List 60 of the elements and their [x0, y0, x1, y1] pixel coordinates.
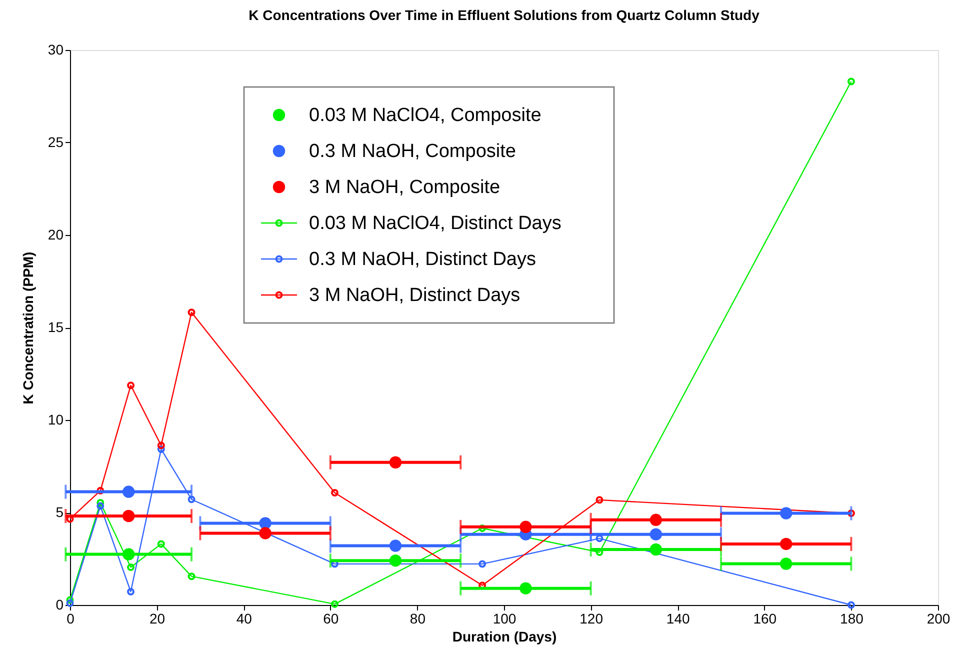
y-tick-label: 20 — [48, 226, 64, 242]
point — [157, 442, 165, 450]
x-tick-label: 200 — [926, 610, 950, 626]
y-axis-title: K Concentration (PPM) — [20, 252, 36, 404]
point — [780, 538, 792, 550]
point — [331, 488, 338, 496]
point — [389, 456, 402, 468]
point — [650, 514, 662, 526]
point — [127, 588, 134, 596]
point — [478, 560, 486, 568]
legend-label: 0.3 M NaOH, Composite — [309, 141, 516, 162]
x-tick-label: 80 — [410, 610, 426, 626]
y-tick-label: 25 — [48, 134, 64, 150]
point — [596, 534, 604, 542]
point — [259, 527, 272, 540]
x-tick-label: 60 — [323, 610, 339, 626]
x-tick-label: 0 — [66, 610, 75, 626]
y-tick-label: 0 — [56, 596, 64, 612]
point — [331, 600, 338, 608]
point — [122, 548, 135, 560]
point — [780, 558, 792, 570]
x-tick-label: 180 — [840, 610, 864, 626]
x-tick-label: 140 — [666, 610, 690, 626]
point — [96, 502, 104, 510]
point — [127, 382, 134, 390]
point — [478, 524, 486, 532]
point — [389, 554, 402, 567]
y-tick-label: 5 — [56, 504, 64, 520]
y-tick-label: 10 — [48, 412, 64, 428]
point — [650, 528, 662, 540]
chart-title: K Concentrations Over Time in Effluent Solutions from Quartz Column Study — [248, 7, 760, 23]
legend-label: 3 M NaOH, Composite — [309, 177, 500, 198]
point — [122, 510, 135, 522]
legend-label: 3 M NaOH, Distinct Days — [309, 285, 520, 306]
point — [389, 540, 402, 552]
point — [157, 445, 165, 453]
point — [96, 498, 104, 506]
point — [188, 308, 196, 316]
point — [520, 520, 532, 534]
point — [520, 582, 532, 594]
legend-label: 0.3 M NaOH, Distinct Days — [309, 249, 536, 270]
legend-label: 0.03 M NaClO4, Composite — [309, 105, 542, 126]
point — [127, 564, 134, 571]
y-tick-label: 15 — [48, 319, 64, 335]
x-tick-label: 40 — [236, 610, 252, 626]
legend-label: 0.03 M NaClO4, Distinct Days — [309, 213, 562, 234]
point — [96, 486, 104, 494]
y-tick-label: 30 — [48, 42, 64, 58]
x-tick-label: 20 — [150, 610, 166, 626]
x-tick-label: 160 — [753, 610, 777, 626]
x-tick-label: 120 — [580, 610, 604, 626]
point — [188, 572, 196, 580]
point — [650, 543, 662, 556]
point — [780, 507, 792, 520]
x-tick-label: 100 — [492, 610, 516, 626]
point — [122, 486, 135, 498]
point — [157, 540, 165, 548]
point — [596, 496, 604, 504]
point — [188, 496, 196, 504]
x-axis-title: Duration (Days) — [452, 628, 557, 644]
